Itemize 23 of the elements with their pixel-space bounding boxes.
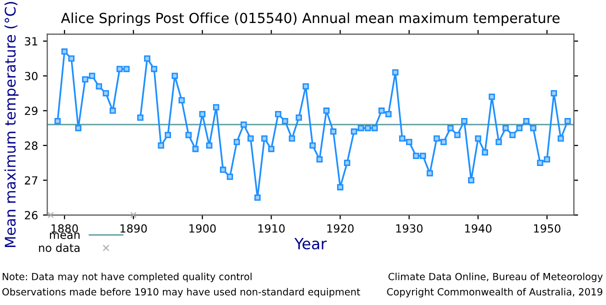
x-tick-label: 1880 [52,224,78,233]
text: Note: Data may not have completed quality control [2,272,252,282]
y-tick-label: 30 [24,72,38,80]
y-tick-label: 27 [24,176,38,184]
x-tick-label: 1940 [465,224,492,233]
y-tick-label: 29 [24,106,38,116]
y-axis-title: Mean maximum temperature (°C) [4,2,19,247]
legend-label: mean [50,232,80,240]
y-tick-label: 28 [24,141,38,150]
x-tick-label: 1900 [189,224,216,233]
y-tick-label: 26 [24,211,38,220]
y-tick-label: 31 [24,37,38,46]
legend-label: no data [39,243,80,252]
text: Copyright Commonwealth of Australia, 2019 [387,288,602,298]
x-axis-title: Year [294,238,327,250]
x-tick-label: 1950 [534,224,560,233]
x-tick-label: 1890 [120,224,147,233]
text: Climate Data Online, Bureau of Meteorology [388,272,603,282]
x-tick-label: 1930 [396,224,423,233]
x-tick-label: 1920 [327,224,354,233]
text: Observations made before 1910 may have used non-standard equipment [2,288,360,298]
x-tick-label: 1910 [258,224,285,233]
chart-title: Alice Springs Post Office (015540) Annual mean maximum temperature [61,12,560,26]
